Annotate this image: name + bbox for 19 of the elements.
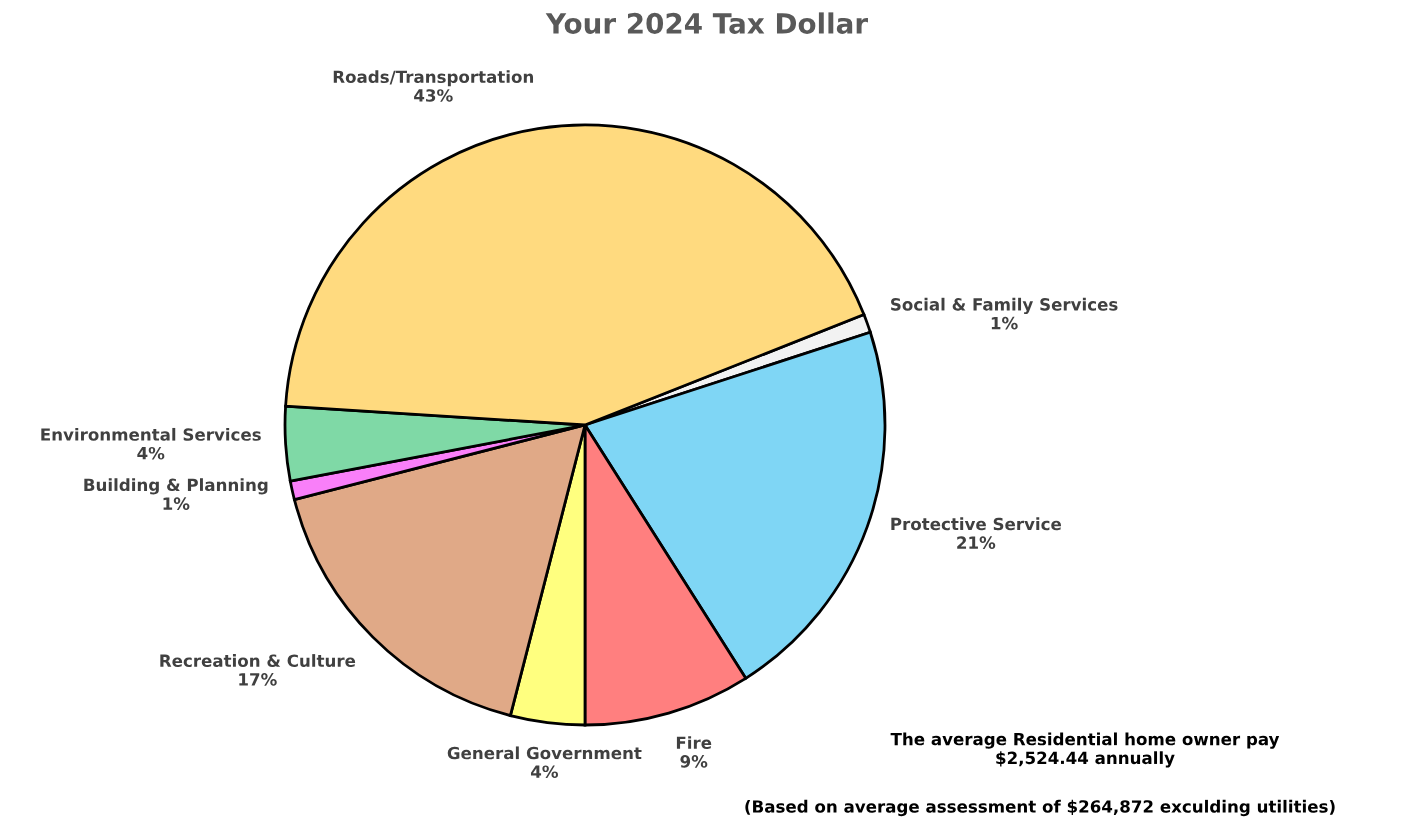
text: The average Residential home owner pay $2,524.44 annually [890,732,1280,768]
data-label: 43% [414,89,453,102]
data-label: 9% [680,755,708,768]
slice-label: Protective Service [891,517,1062,531]
slice-label: Recreation & Culture [160,654,356,667]
slice-label: Social & Family Services [891,297,1118,315]
slice-label: General Government [447,746,642,760]
data-label: 1% [163,497,190,510]
data-label: 17% [239,673,277,686]
data-label: 4% [530,765,559,779]
slice-label: Building & Planning [84,478,268,495]
text: (Based on average assessment of $264,872 exculding utilities) [745,799,1335,817]
data-label: 4% [137,446,165,460]
slice-label: Roads/Transportation [333,70,534,87]
data-label: 1% [991,316,1018,330]
data-label: 21% [957,536,996,549]
slice-label: Environmental Services [41,427,261,441]
slice-label: Fire [676,736,712,750]
chart-title: Your 2024 Tax Dollar [545,12,868,34]
